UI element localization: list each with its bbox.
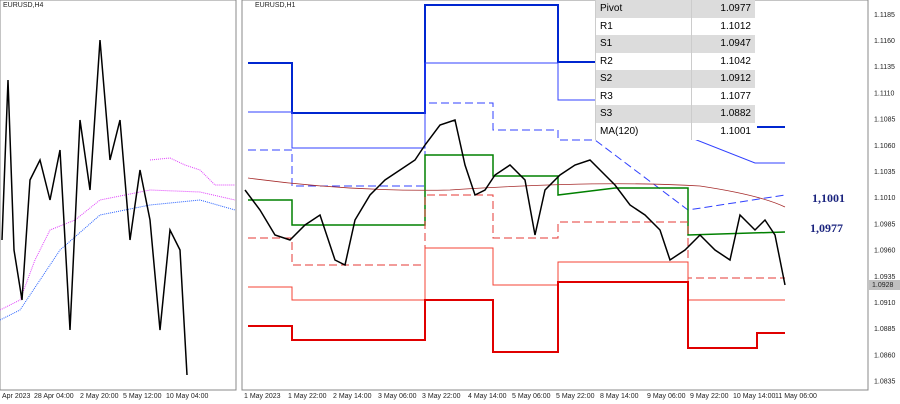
pivot-value: 1.1077 [690,87,755,105]
price-label: 1.1035 [874,169,896,176]
cloud-b [0,189,236,311]
price-label: 1.0885 [874,326,896,333]
pivot-value: 1.0977 [690,0,755,18]
right-panel [241,0,869,391]
pivot-row: MA(120) 1.1001 [595,122,755,140]
s1-line [248,194,785,279]
s2-line [248,247,785,301]
time-label: 9 May 22:00 [690,393,729,400]
pivot-value: 1.0912 [690,70,755,88]
pivot-row: R1 1.1012 [595,17,755,35]
pivot-row: S2 1.0912 [595,70,755,88]
price-label: 1.0985 [874,221,896,228]
time-label: 1 May 2023 [244,393,281,400]
pivot-row: S1 1.0947 [595,35,755,53]
left-title: EURUSD,H4 [3,2,44,9]
annotation-ma: 1,1001 [812,191,845,205]
time-label: 10 May 04:00 [166,393,209,400]
left-price [1,39,188,376]
pivot-value: 1.1042 [690,52,755,70]
pivot-row: R3 1.1077 [595,87,755,105]
price-label: 1.0935 [874,274,896,281]
time-label: 5 May 06:00 [512,393,551,400]
pivot-label: S2 [595,70,692,88]
s3-line [248,281,785,353]
price-label: 1.0835 [874,379,896,386]
pivot-row: S3 1.0882 [595,105,755,123]
pivot-label: MA(120) [595,122,692,140]
cloud-a [149,157,235,186]
pivot-label: R3 [595,87,692,105]
current-price-box [869,280,900,290]
price-label: 1.0960 [874,248,896,255]
current-price: 1.0928 [872,282,894,289]
pivot-label: S3 [595,105,692,123]
price-label: 1.1060 [874,143,896,150]
r3-line [248,4,595,114]
price-label: 1.1110 [874,90,894,97]
pivot-label: S1 [595,35,692,53]
r1-line [248,102,786,211]
pivot-label: R2 [595,52,692,70]
time-label: 5 May 12:00 [123,393,162,400]
ma-line [247,177,786,208]
price-label: 1.1010 [874,195,896,202]
right-time-labels: 1 May 2023 1 May 22:00 2 May 14:00 3 May 06… [244,393,817,400]
pivot-value: 1.0882 [690,105,755,123]
time-label: 28 Apr 04:00 [34,393,74,400]
cloud-c [0,199,236,321]
time-label: 2 May 14:00 [333,393,372,400]
pivot-row: R2 1.1042 [595,52,755,70]
price-label: 1.1085 [874,117,896,124]
time-label: 10 May 14:00 [733,393,776,400]
price-label: 1.0910 [874,300,896,307]
time-label: 1 May 22:00 [288,393,327,400]
annotation-pivot: 1,0977 [810,221,843,235]
price-label: 1.1185 [874,12,895,19]
time-label: 9 May 06:00 [647,393,686,400]
left-time-labels: Apr 2023 28 Apr 04:00 2 May 20:00 5 May 12:… [2,393,209,400]
pivot-table: Pivot 1.0977 R1 1.1012 S1 1.0947 R2 1.1042 S2 1.0… [595,0,755,140]
time-label: 4 May 14:00 [468,393,507,400]
price-label: 1.0860 [874,352,896,359]
price-labels: 1.1185 1.1160 1.1135 1.1110 1.1085 1.1060 1.10… [874,12,896,386]
pivot-line [248,154,786,236]
time-label: 3 May 06:00 [378,393,417,400]
time-label: 2 May 20:00 [80,393,119,400]
time-label: 5 May 22:00 [556,393,595,400]
pivot-value: 1.0947 [690,35,755,53]
pivot-row: Pivot 1.0977 [595,0,755,18]
time-label: Apr 2023 [2,393,31,400]
right-price [244,119,786,286]
pivot-value: 1.1012 [690,17,755,35]
left-panel [0,0,237,391]
price-label: 1.1135 [874,64,895,71]
right-title: EURUSD,H1 [255,2,296,9]
pivot-label: Pivot [595,0,692,18]
time-label: 8 May 14:00 [600,393,639,400]
time-label: 3 May 22:00 [422,393,461,400]
price-label: 1.1160 [874,38,895,45]
pivot-value: 1.1001 [690,122,755,140]
pivot-label: R1 [595,17,692,35]
time-label: 11 May 06:00 [775,393,817,400]
